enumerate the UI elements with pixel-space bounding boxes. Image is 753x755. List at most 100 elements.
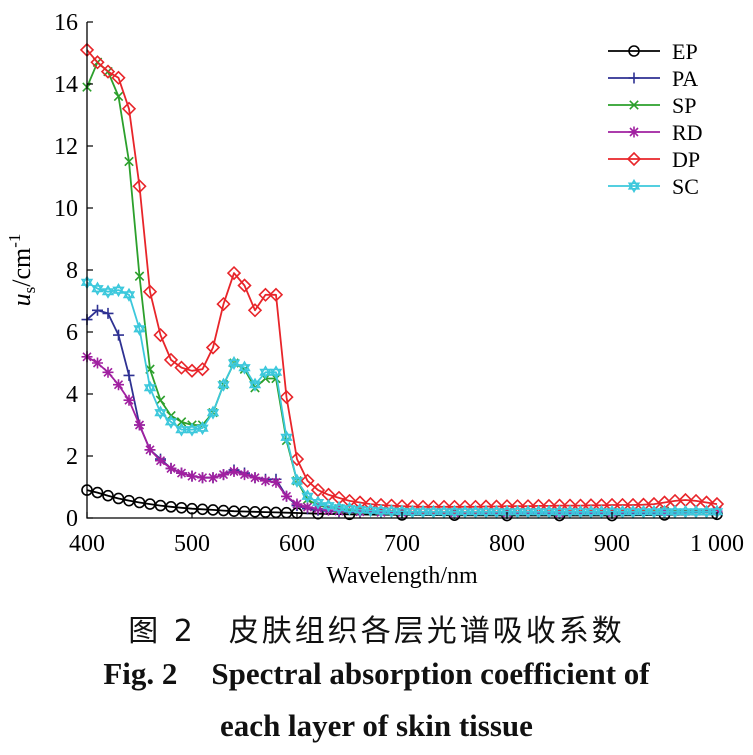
data-point-sc — [364, 503, 377, 518]
x-tick-label: 800 — [489, 531, 525, 557]
data-point-sc — [227, 355, 241, 371]
legend-label-sp: SP — [672, 93, 696, 118]
data-point-dp — [121, 101, 137, 116]
data-point-dp — [279, 389, 294, 405]
spectral-absorption-chart: 400 500 600 700 800 900 1 000 0 2 4 6 8 10 12 14 16 Wave… — [5, 10, 744, 589]
legend-marker-pa — [628, 72, 640, 84]
data-point-sc — [154, 405, 167, 420]
legend-label-ep: EP — [672, 39, 698, 64]
series-dp — [79, 42, 725, 514]
data-point-ep — [123, 494, 135, 507]
figure-number: Fig. 2 — [103, 656, 178, 691]
series-line-pa — [86, 309, 718, 515]
y-tick-label: 0 — [66, 506, 78, 532]
data-point-dp — [300, 473, 315, 488]
data-point-dp — [174, 360, 189, 375]
data-point-sp — [124, 156, 134, 167]
data-point-dp — [436, 499, 452, 514]
data-point-sc — [553, 504, 566, 519]
data-point-rd — [260, 475, 271, 487]
data-point-sc — [206, 405, 220, 420]
data-point-sp — [155, 395, 166, 405]
data-point-sc — [689, 504, 703, 519]
data-point-sc — [280, 430, 293, 445]
data-point-rd — [186, 470, 198, 482]
data-point-sc — [647, 504, 661, 519]
data-point-dp — [342, 493, 357, 509]
data-point-sc — [301, 489, 314, 504]
x-tick-label: 500 — [174, 531, 210, 557]
data-point-sc — [269, 365, 283, 380]
data-point-sc — [259, 365, 272, 380]
data-point-rd — [249, 472, 261, 484]
data-point-sc — [217, 377, 230, 392]
legend-label-sc: SC — [672, 174, 699, 199]
data-point-dp — [142, 284, 158, 299]
y-tick-label: 6 — [66, 320, 78, 346]
legend-entry-sp: SP — [608, 93, 696, 118]
series-line-sp — [86, 61, 718, 514]
data-point-rd — [102, 366, 114, 378]
data-point-rd — [302, 501, 313, 513]
x-tick-label: 400 — [69, 531, 105, 557]
legend-entry-pa: PA — [608, 66, 698, 91]
data-point-rd — [239, 469, 250, 481]
legend-label-pa: PA — [672, 66, 698, 91]
legend-marker-rd — [628, 126, 640, 138]
data-point-sc — [458, 504, 472, 519]
data-point-dp — [237, 278, 252, 293]
data-point-sc — [532, 504, 545, 519]
data-point-dp — [415, 499, 431, 514]
data-point-rd — [375, 506, 387, 518]
data-point-dp — [468, 499, 483, 514]
data-point-rd — [270, 476, 282, 488]
data-point-sc — [637, 504, 650, 519]
data-point-rd — [281, 490, 292, 502]
data-point-sc — [332, 500, 346, 515]
x-tick-label: 600 — [279, 531, 315, 557]
data-point-sc — [511, 504, 524, 519]
legend-entry-rd: RD — [608, 120, 703, 145]
data-point-ep — [112, 492, 125, 505]
data-point-dp — [100, 64, 116, 79]
data-point-sc — [490, 504, 503, 519]
y-tick-label: 12 — [54, 134, 78, 160]
data-point-sc — [112, 283, 125, 298]
data-point-rd — [218, 469, 229, 481]
series-sp — [82, 57, 722, 518]
data-point-sc — [322, 498, 335, 513]
data-point-sc — [385, 504, 398, 519]
data-point-sc — [238, 360, 251, 375]
data-point-rd — [554, 507, 565, 519]
legend-entry-sc: SC — [608, 174, 699, 199]
data-point-dp — [426, 499, 441, 514]
y-tick-label: 16 — [54, 10, 78, 36]
data-point-sc — [164, 414, 178, 429]
data-point-rd — [92, 357, 103, 369]
data-point-rd — [197, 472, 208, 484]
data-point-dp — [457, 499, 473, 514]
data-point-pa — [102, 307, 114, 319]
data-point-ep — [91, 486, 104, 499]
data-point-dp — [268, 287, 284, 302]
data-point-sp — [113, 91, 124, 102]
data-point-dp — [258, 287, 273, 302]
data-point-rd — [228, 466, 240, 477]
series-layer — [79, 42, 725, 522]
legend-label-dp: DP — [672, 147, 700, 172]
data-point-sc — [595, 504, 608, 519]
data-point-sc — [91, 281, 104, 296]
y-tick-label: 2 — [66, 444, 78, 470]
data-point-sc — [406, 504, 419, 519]
data-point-sc — [448, 504, 461, 519]
data-point-sc — [353, 502, 367, 517]
series-line-rd — [86, 356, 718, 514]
data-point-dp — [447, 499, 462, 514]
x-tick-label: 900 — [594, 531, 630, 557]
data-point-rd — [176, 467, 187, 479]
series-sc — [80, 275, 724, 519]
data-point-rd — [123, 394, 135, 406]
data-point-dp — [352, 495, 368, 510]
data-point-pa — [123, 369, 135, 381]
